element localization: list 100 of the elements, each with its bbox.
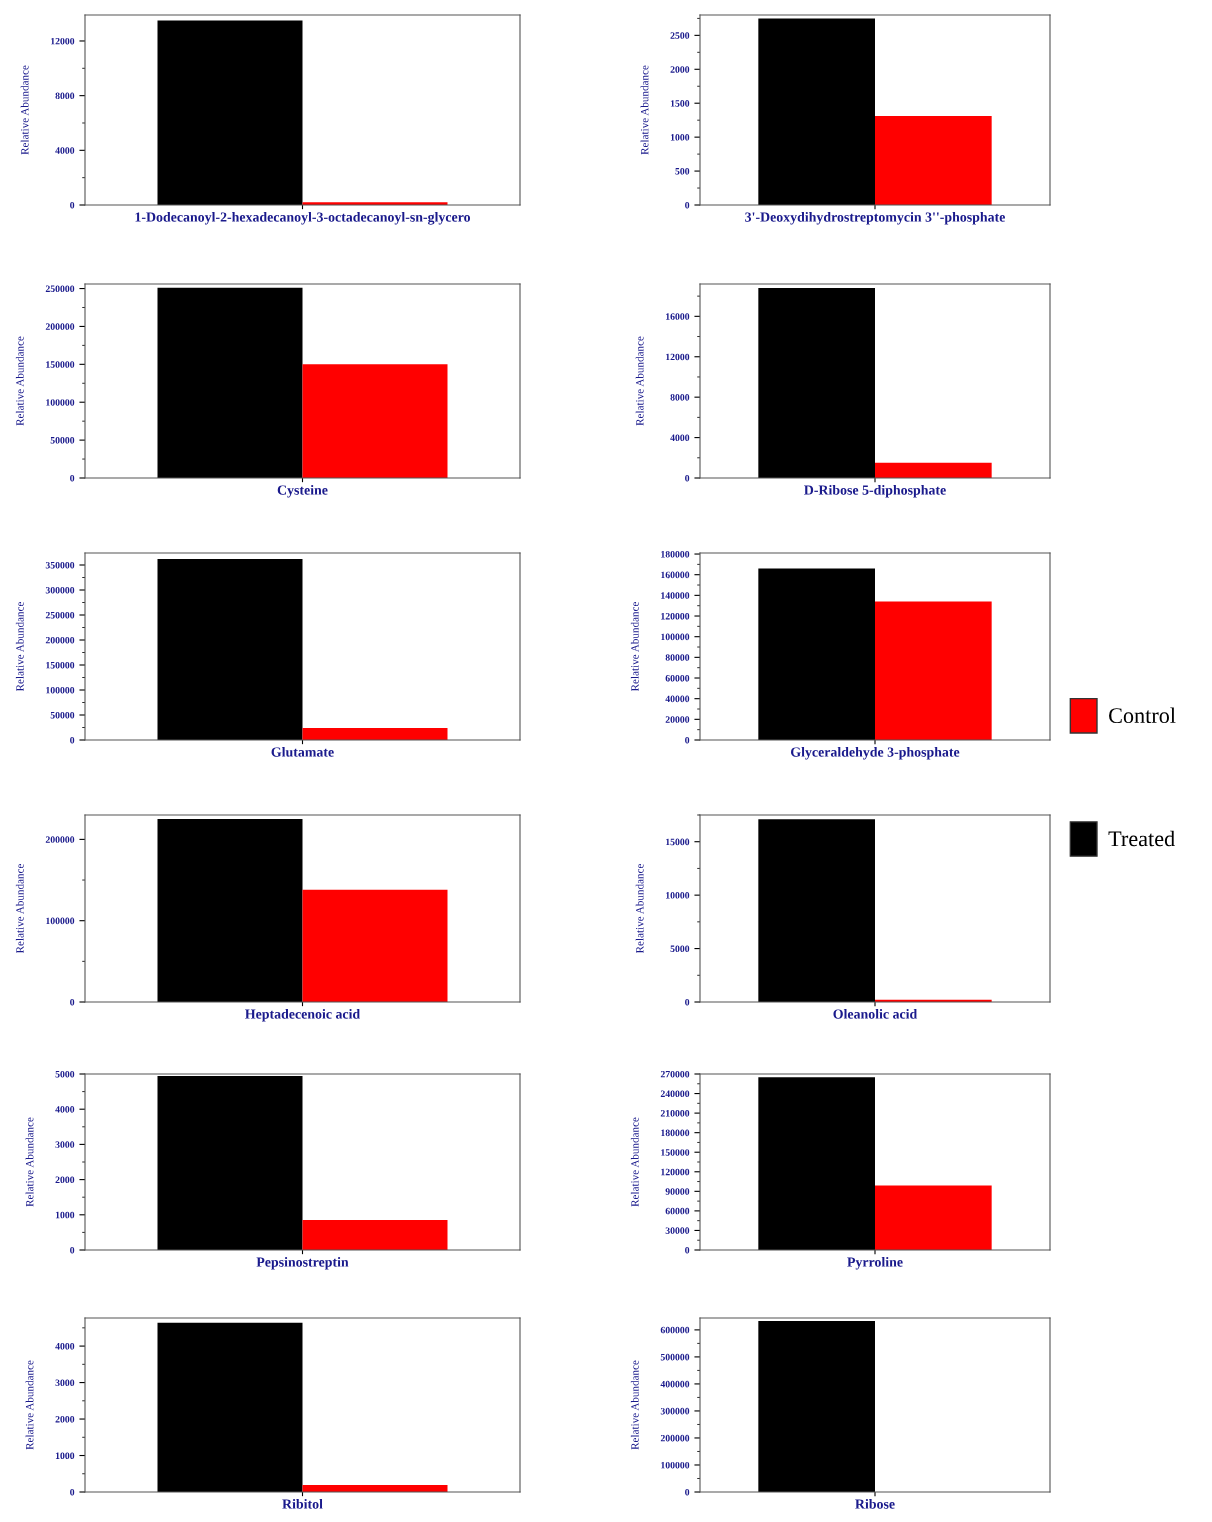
y-tick-label: 200000: [45, 636, 75, 644]
y-tick-label: 0: [685, 201, 690, 209]
y-tick-label: 10000: [666, 892, 690, 899]
y-tick-label: 4000: [55, 147, 75, 154]
y-axis-title: Relative Abundance: [15, 336, 24, 426]
x-tick-label: Heptadecenoic acid: [245, 1008, 361, 1022]
y-tick-label: 180000: [661, 550, 690, 558]
y-tick-label: 60000: [665, 674, 690, 682]
y-tick-label: 0: [70, 736, 75, 744]
y-tick-label: 0: [685, 1488, 690, 1496]
y-axis-title: Relative Abundance: [635, 336, 644, 426]
y-tick-label: 60000: [665, 1207, 690, 1215]
y-tick-label: 600000: [660, 1326, 690, 1334]
y-tick-label: 140000: [661, 592, 690, 599]
y-axis-title: Relative Abundance: [630, 601, 639, 692]
y-axis-title: Relative Abundance: [25, 1117, 34, 1207]
y-tick-label: 120000: [661, 1168, 690, 1176]
legend-label: Control: [1109, 707, 1176, 724]
y-tick-label: 0: [70, 201, 75, 209]
y-tick-label: 270000: [660, 1070, 690, 1078]
y-tick-label: 160000: [661, 571, 690, 579]
y-tick-label: 100000: [661, 1461, 690, 1469]
y-tick-label: 20000: [665, 716, 690, 723]
y-tick-label: 300000: [660, 1407, 690, 1415]
y-tick-label: 90000: [665, 1188, 690, 1195]
y-tick-label: 5000: [670, 945, 690, 953]
y-tick-label: 5000: [55, 1070, 75, 1078]
y-axis-title: Relative Abundance: [20, 65, 29, 155]
x-tick-label: Glyceraldehyde 3-phosphate: [790, 746, 960, 760]
y-axis-title: Relative Abundance: [15, 863, 24, 954]
y-tick-label: 16000: [666, 313, 690, 320]
y-tick-label: 0: [685, 474, 690, 482]
y-tick-label: 3000: [55, 1141, 75, 1148]
y-tick-label: 50000: [50, 437, 75, 444]
y-tick-label: 8000: [55, 92, 75, 100]
y-tick-label: 250000: [45, 611, 75, 619]
y-tick-label: 1000: [55, 1452, 75, 1459]
y-tick-label: 15000: [666, 838, 690, 846]
x-tick-label: Cysteine: [277, 484, 328, 498]
x-tick-label: Ribitol: [282, 1498, 323, 1509]
y-tick-label: 8000: [670, 394, 690, 401]
y-tick-label: 1500: [670, 100, 690, 107]
x-tick-label: D-Ribose 5-diphosphate: [804, 484, 946, 498]
y-tick-label: 240000: [660, 1090, 690, 1098]
y-tick-label: 0: [70, 474, 75, 482]
y-tick-label: 210000: [660, 1110, 690, 1117]
x-tick-label: 3'-Deoxydihydrostreptomycin 3''-phosphate: [745, 211, 1005, 225]
y-axis-title: Relative Abundance: [630, 1117, 639, 1207]
y-tick-label: 0: [70, 1488, 75, 1496]
y-tick-label: 3000: [55, 1379, 75, 1387]
y-axis-title: Relative Abundance: [635, 863, 644, 954]
y-tick-label: 400000: [660, 1380, 690, 1388]
y-axis-title: Relative Abundance: [640, 65, 649, 155]
x-tick-label: Oleanolic acid: [833, 1008, 918, 1019]
y-tick-label: 40000: [665, 695, 690, 703]
y-tick-label: 2000: [55, 1415, 75, 1423]
y-tick-label: 50000: [50, 711, 75, 719]
y-tick-label: 200000: [45, 323, 75, 330]
x-tick-label: Pepsinostreptin: [256, 1256, 349, 1270]
y-axis-title: Relative Abundance: [630, 1360, 639, 1450]
y-tick-label: 4000: [55, 1106, 75, 1113]
y-tick-label: 0: [685, 1246, 690, 1254]
y-tick-label: 0: [685, 998, 690, 1006]
y-tick-label: 100000: [46, 917, 75, 925]
y-tick-label: 180000: [661, 1129, 690, 1137]
x-tick-label: Ribose: [855, 1498, 895, 1509]
y-tick-label: 500: [675, 167, 690, 175]
y-tick-label: 100000: [46, 686, 75, 694]
y-tick-label: 30000: [665, 1227, 690, 1234]
y-tick-label: 200000: [45, 836, 75, 843]
y-tick-label: 1000: [55, 1211, 75, 1219]
y-tick-label: 0: [70, 998, 75, 1006]
y-tick-label: 1000: [670, 134, 690, 141]
x-tick-label: Glutamate: [271, 746, 334, 757]
y-tick-label: 120000: [661, 612, 690, 620]
y-axis-title: Relative Abundance: [25, 1360, 34, 1450]
y-tick-label: 150000: [46, 361, 75, 368]
x-tick-label: 1-Dodecanoyl-2-hexadecanoyl-3-octadecanoyl-sn-glycero: [135, 211, 471, 225]
y-tick-label: 200000: [660, 1434, 690, 1442]
y-tick-label: 100000: [661, 633, 690, 641]
x-tick-label: Pyrroline: [847, 1256, 903, 1270]
y-tick-label: 2000: [670, 66, 690, 73]
y-tick-label: 2500: [670, 32, 690, 39]
y-tick-label: 150000: [661, 1149, 690, 1156]
y-tick-label: 80000: [665, 654, 690, 661]
y-tick-label: 500000: [660, 1353, 690, 1361]
y-tick-label: 250000: [45, 285, 75, 293]
y-tick-label: 4000: [670, 434, 690, 442]
y-tick-label: 100000: [46, 399, 75, 406]
y-tick-label: 0: [70, 1246, 75, 1254]
y-tick-label: 350000: [45, 561, 75, 569]
y-tick-label: 4000: [55, 1343, 75, 1350]
y-tick-label: 2000: [55, 1176, 75, 1184]
y-tick-label: 150000: [46, 661, 75, 669]
y-tick-label: 12000: [666, 353, 690, 361]
y-tick-label: 0: [685, 736, 690, 744]
y-tick-label: 300000: [45, 586, 75, 594]
legend-label: Treated: [1108, 830, 1175, 847]
y-axis-title: Relative Abundance: [15, 601, 24, 692]
y-tick-label: 12000: [51, 37, 75, 45]
